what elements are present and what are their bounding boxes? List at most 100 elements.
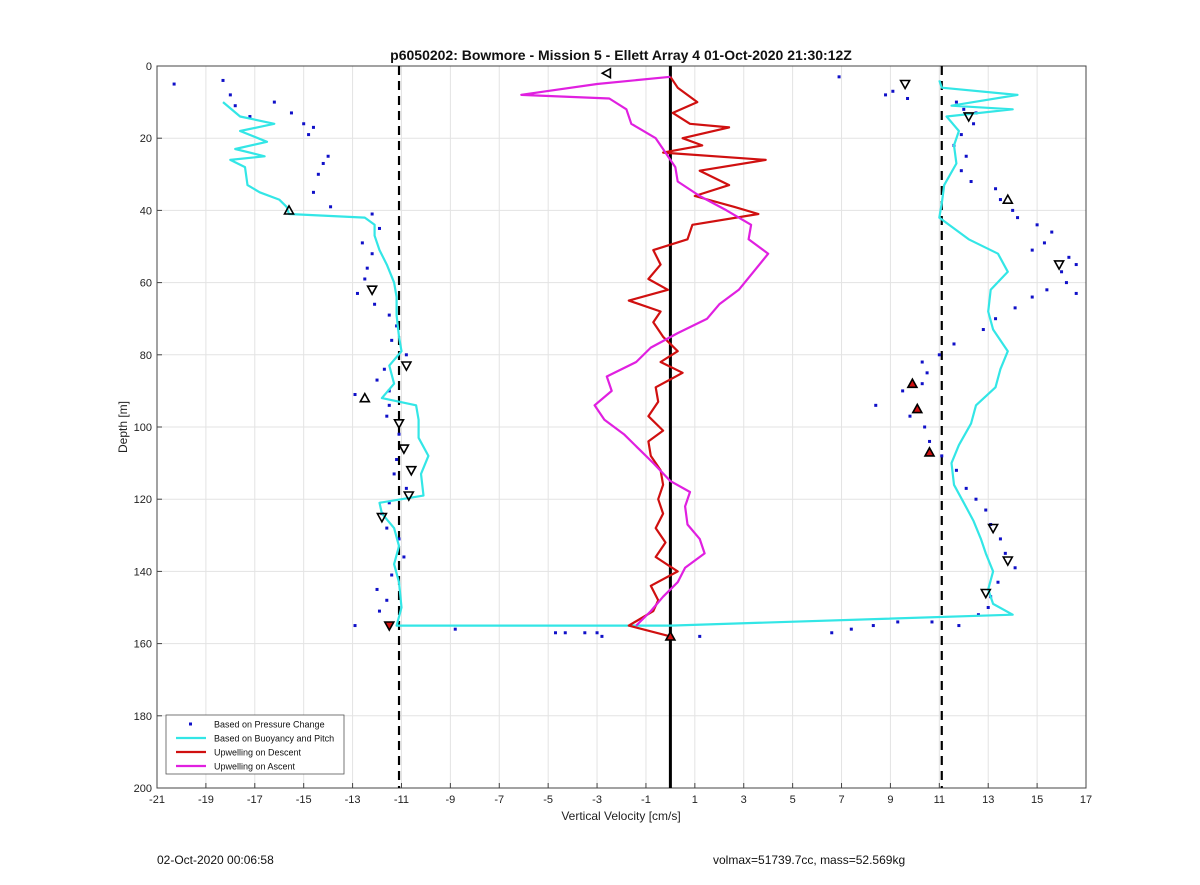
- pressure-change-point: [363, 277, 367, 281]
- pressure-change-point: [1074, 263, 1078, 267]
- pressure-change-point: [395, 457, 399, 461]
- pressure-change-point: [397, 537, 401, 541]
- plot-frame: [156, 65, 1087, 789]
- pressure-change-point: [272, 100, 276, 104]
- pressure-change-point: [998, 537, 1002, 541]
- event-marker: [393, 418, 405, 430]
- event-marker: [383, 621, 396, 632]
- event-marker: [366, 285, 378, 296]
- pressure-change-point: [377, 609, 381, 613]
- footer-stats: volmax=51739.7cc, mass=52.569kg: [713, 853, 906, 867]
- y-tick-label: 200: [134, 783, 152, 795]
- pressure-change-point: [404, 353, 408, 357]
- y-tick-label: 40: [140, 205, 152, 217]
- pressure-change-point: [390, 338, 394, 342]
- markers-layer: [283, 67, 1065, 641]
- event-marker: [405, 465, 418, 477]
- pressure-change-point: [1042, 241, 1046, 245]
- pressure-change-point: [329, 205, 333, 209]
- pressure-change-point: [986, 606, 990, 609]
- series-layer: [172, 75, 1078, 638]
- pressure-change-point: [959, 133, 963, 137]
- pressure-change-point: [974, 497, 978, 501]
- pressure-change-point: [937, 353, 941, 357]
- x-tick-label: -7: [494, 794, 504, 806]
- pressure-change-point: [395, 324, 399, 328]
- pressure-change-point: [353, 393, 357, 397]
- pressure-change-point: [248, 115, 252, 119]
- pressure-change-point: [962, 107, 966, 111]
- pressure-change-point: [595, 631, 599, 635]
- y-tick-label: 20: [140, 133, 152, 145]
- pressure-change-point: [289, 111, 293, 115]
- x-tick-label: -13: [345, 794, 361, 806]
- pressure-change-point: [984, 508, 988, 512]
- x-axis-label: Vertical Velocity [cm/s]: [561, 809, 680, 823]
- pressure-change-point: [370, 212, 374, 216]
- event-marker: [376, 512, 388, 524]
- pressure-change-point: [908, 414, 912, 418]
- pressure-change-point: [1064, 281, 1068, 285]
- y-tick-label: 80: [140, 350, 152, 362]
- pressure-change-point: [994, 317, 998, 321]
- pressure-change-point: [1030, 248, 1034, 252]
- event-marker: [283, 204, 295, 215]
- pressure-change-point: [390, 573, 394, 577]
- pressure-change-point: [1013, 566, 1017, 570]
- x-tick-label: -9: [445, 794, 455, 806]
- pressure-change-point: [382, 367, 386, 371]
- pressure-change-point: [370, 252, 374, 256]
- pressure-change-point: [849, 627, 853, 631]
- pressure-change-point: [923, 425, 927, 429]
- pressure-change-point: [387, 403, 391, 407]
- event-marker: [1001, 193, 1014, 204]
- x-tick-label: -21: [149, 794, 165, 806]
- legend-label: Upwelling on Ascent: [214, 762, 296, 772]
- pressure-change-point: [830, 631, 834, 635]
- x-tick-label: -17: [247, 794, 263, 806]
- pressure-change-point: [996, 580, 1000, 584]
- pressure-change-point: [1003, 551, 1007, 555]
- x-tick-label: -3: [592, 794, 602, 806]
- x-tick-label: 5: [790, 794, 796, 806]
- pressure-change-point: [896, 620, 900, 624]
- event-marker: [358, 391, 371, 403]
- legend: Based on Pressure Change Based on Buoyanc…: [165, 714, 345, 775]
- x-tick-label: 13: [982, 794, 994, 806]
- pressure-change-point: [353, 624, 357, 628]
- pressure-change-point: [1060, 270, 1064, 274]
- pressure-change-point: [392, 472, 396, 476]
- legend-label: Upwelling on Descent: [214, 748, 302, 758]
- pressure-change-point: [307, 133, 311, 137]
- pressure-change-point: [311, 125, 315, 129]
- pressure-change-point: [981, 328, 985, 332]
- pressure-change-point: [377, 226, 381, 230]
- pressure-change-point: [698, 634, 702, 638]
- y-tick-label: 120: [134, 494, 152, 506]
- pressure-change-point: [1067, 255, 1071, 259]
- pressure-change-point: [321, 161, 325, 165]
- pressure-change-point: [172, 82, 176, 86]
- pressure-change-point: [901, 389, 905, 393]
- pressure-change-point: [972, 122, 976, 126]
- pressure-change-point: [1016, 216, 1020, 220]
- pressure-change-point: [233, 104, 237, 108]
- pressure-change-point: [387, 501, 391, 505]
- pressure-change-point: [563, 631, 567, 635]
- x-tick-label: 7: [838, 794, 844, 806]
- chart-title: p6050202: Bowmore - Mission 5 - Ellett A…: [390, 47, 852, 63]
- pressure-change-point: [1030, 295, 1034, 299]
- event-marker: [899, 79, 911, 91]
- pressure-change-point: [920, 382, 924, 386]
- pressure-change-point: [871, 624, 875, 628]
- x-tick-label: 3: [741, 794, 747, 806]
- event-marker: [979, 588, 992, 600]
- x-tick-label: 17: [1080, 794, 1092, 806]
- pressure-change-point: [404, 486, 408, 490]
- event-marker: [398, 444, 410, 455]
- pressure-change-point: [375, 378, 379, 382]
- x-tick-label: -19: [198, 794, 214, 806]
- pressure-change-point: [1035, 223, 1039, 227]
- x-tick-label: 1: [692, 794, 698, 806]
- y-tick-label: 180: [134, 711, 152, 723]
